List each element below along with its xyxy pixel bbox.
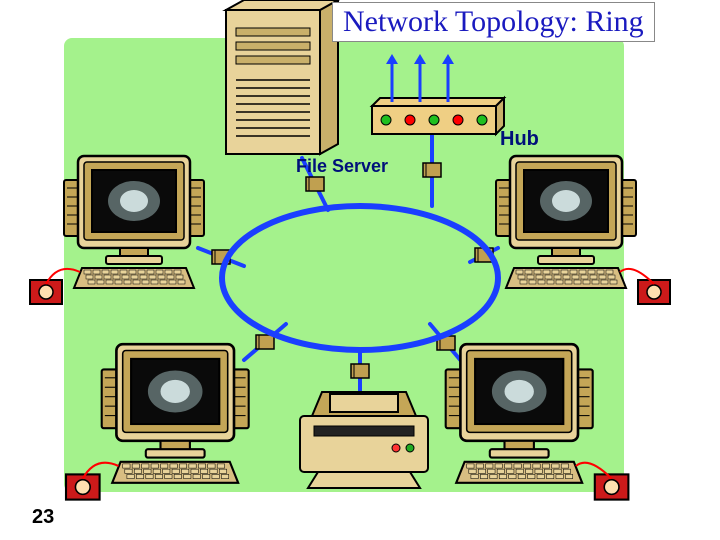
hub-label: Hub [500,128,539,151]
computer-icon [496,156,670,304]
printer-icon [300,392,428,488]
file-server-label: File Server [296,156,388,177]
computer-icon [446,344,629,499]
hub-icon [372,54,504,134]
page-title: Network Topology: Ring [332,2,655,42]
page-number: 23 [32,506,54,529]
computer-icon [66,344,249,499]
topology-diagram [0,0,720,540]
title-text: Network Topology: Ring [343,5,644,38]
file-server-icon [226,0,338,154]
computer-icon [30,156,204,304]
